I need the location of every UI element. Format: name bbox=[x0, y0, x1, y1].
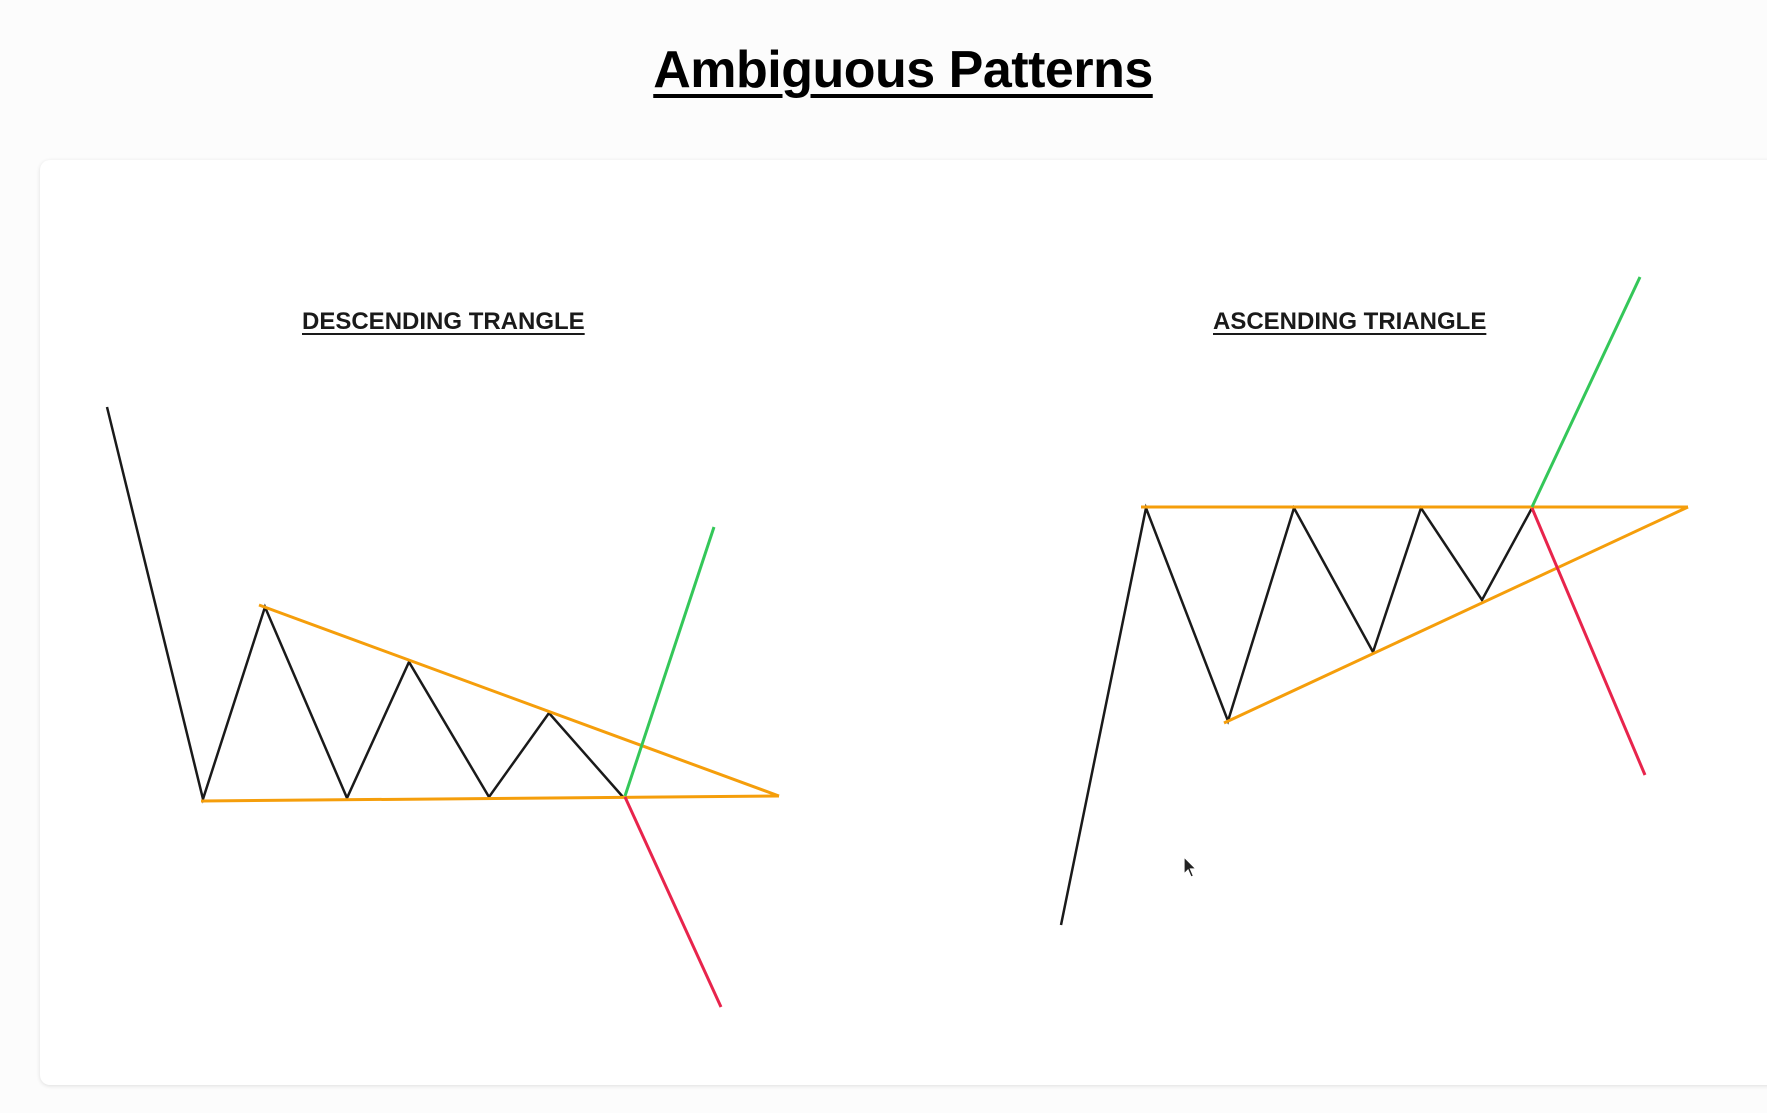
descending-breakdown bbox=[623, 796, 723, 1008]
page-title: Ambiguous Patterns bbox=[653, 41, 1153, 99]
mouse-cursor-icon bbox=[1183, 856, 1198, 878]
descending-breakout-up bbox=[623, 526, 716, 797]
descending-triangle-title: DESCENDING TRANGLE bbox=[302, 308, 585, 335]
descending-support-trendline bbox=[200, 794, 780, 803]
descending-triangle-diagram bbox=[105, 406, 780, 1008]
ascending-breakdown bbox=[1530, 507, 1647, 776]
canvas-card bbox=[40, 160, 1767, 1085]
ascending-triangle-diagram bbox=[1059, 276, 1689, 926]
descending-price-path bbox=[105, 406, 624, 804]
ascending-lower-trendline bbox=[1223, 505, 1689, 725]
ascending-price-path bbox=[1059, 503, 1534, 926]
ascending-breakout-up bbox=[1530, 276, 1642, 508]
ascending-triangle-title: ASCENDING TRIANGLE bbox=[1213, 308, 1487, 335]
descending-upper-trendline bbox=[258, 603, 780, 798]
